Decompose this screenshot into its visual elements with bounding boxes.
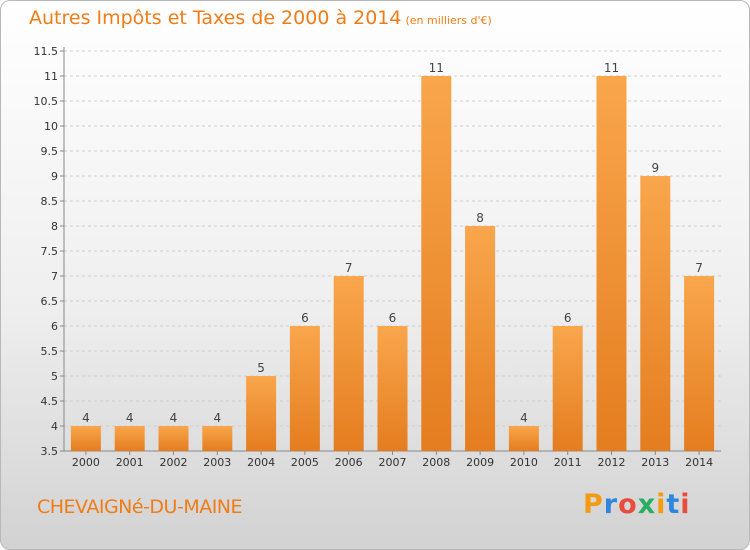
x-tick-label: 2008 [422, 456, 450, 469]
bar-value-label: 6 [564, 311, 572, 325]
chart-title: Autres Impôts et Taxes de 2000 à 2014 (en… [29, 7, 492, 29]
y-tick-label: 8.5 [41, 195, 59, 208]
bar-value-label: 11 [604, 61, 619, 75]
x-tick-label: 2007 [379, 456, 407, 469]
logo-letter: i [656, 489, 667, 520]
bar-value-label: 7 [345, 261, 353, 275]
bar [552, 326, 583, 451]
x-tick-label: 2002 [160, 456, 188, 469]
bar [114, 426, 145, 451]
bar-value-label: 11 [429, 61, 444, 75]
y-tick-label: 11 [44, 70, 58, 83]
bar-value-label: 6 [389, 311, 397, 325]
x-tick-label: 2005 [291, 456, 319, 469]
y-tick-label: 9 [51, 170, 58, 183]
bar-value-label: 9 [651, 161, 659, 175]
bar [246, 376, 277, 451]
bar-value-label: 4 [126, 411, 134, 425]
x-tick-label: 2009 [466, 456, 494, 469]
logo-letter: P [583, 489, 604, 520]
y-tick-label: 3.5 [41, 445, 59, 458]
bar [465, 226, 496, 451]
y-tick-label: 9.5 [41, 145, 59, 158]
bar-value-label: 7 [695, 261, 703, 275]
y-tick-label: 11.5 [34, 45, 59, 58]
logo-letter: r [603, 489, 619, 520]
y-tick-label: 10.5 [34, 95, 59, 108]
bar [158, 426, 189, 451]
x-tick-label: 2003 [203, 456, 231, 469]
y-tick-label: 10 [44, 120, 58, 133]
bar [70, 426, 101, 451]
bar-value-label: 4 [213, 411, 221, 425]
x-tick-label: 2012 [598, 456, 626, 469]
bar [421, 76, 452, 451]
proxiti-logo: Proxiti [583, 489, 691, 520]
y-tick-label: 4.5 [41, 395, 59, 408]
bar [377, 326, 408, 451]
x-tick-label: 2004 [247, 456, 275, 469]
logo-letter: o [618, 489, 638, 520]
x-tick-label: 2011 [554, 456, 582, 469]
bar [508, 426, 539, 451]
bar [684, 276, 715, 451]
logo-letter: i [680, 489, 691, 520]
bar-value-label: 5 [257, 361, 265, 375]
y-tick-label: 5 [51, 370, 58, 383]
x-tick-label: 2006 [335, 456, 363, 469]
y-tick-label: 5.5 [41, 345, 59, 358]
y-tick-label: 7.5 [41, 245, 59, 258]
y-tick-label: 8 [51, 220, 58, 233]
bar-value-label: 4 [520, 411, 528, 425]
y-tick-label: 6 [51, 320, 58, 333]
commune-name: CHEVAIGNé-DU-MAINE [37, 496, 243, 518]
x-tick-label: 2014 [685, 456, 713, 469]
bar [202, 426, 233, 451]
bar-value-label: 6 [301, 311, 309, 325]
x-tick-label: 2010 [510, 456, 538, 469]
bar-value-label: 8 [476, 211, 484, 225]
logo-letter: x [637, 489, 657, 520]
bar [333, 276, 364, 451]
y-tick-label: 4 [51, 420, 58, 433]
x-tick-label: 2001 [116, 456, 144, 469]
chart-title-unit: (en milliers d'€) [405, 14, 492, 27]
y-tick-label: 6.5 [41, 295, 59, 308]
bar-value-label: 4 [82, 411, 90, 425]
x-tick-label: 2013 [641, 456, 669, 469]
y-tick-label: 7 [51, 270, 58, 283]
bar [640, 176, 671, 451]
chart-title-text: Autres Impôts et Taxes de 2000 à 2014 [29, 7, 402, 29]
bar-value-label: 4 [170, 411, 178, 425]
bar [596, 76, 627, 451]
logo-letter: t [666, 489, 681, 520]
x-tick-label: 2000 [72, 456, 100, 469]
bar [289, 326, 320, 451]
